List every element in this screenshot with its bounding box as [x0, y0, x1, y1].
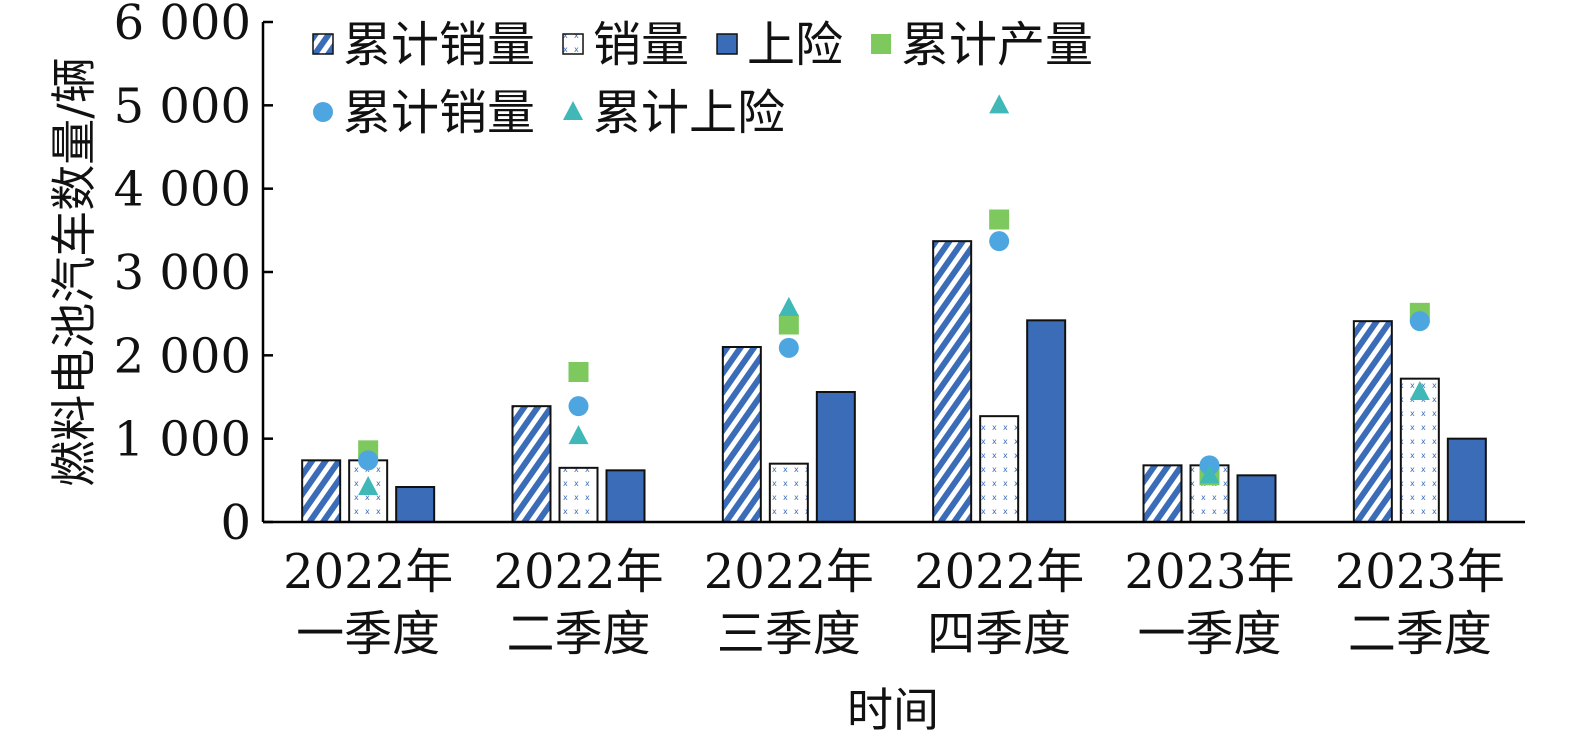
x-axis-ticks: 2022年一季度2022年二季度2022年三季度2022年四季度2023年一季度… [283, 544, 1505, 662]
x-axis-label: 时间 [847, 683, 939, 737]
x-tick-label: 二季度 [506, 606, 650, 662]
x-tick-label: 三季度 [717, 606, 861, 662]
bar-dotted-cross [768, 462, 809, 523]
legend-marker [871, 34, 892, 54]
bar-solid [395, 486, 436, 523]
y-axis-label: 燃料电池汽车数量/辆 [47, 57, 101, 487]
point-square [568, 362, 589, 382]
point-triangle [1199, 464, 1220, 484]
y-tick-label: 1 000 [114, 412, 251, 468]
y-tick-label: 4 000 [114, 162, 251, 218]
point-circle [778, 337, 799, 358]
point-circle [989, 231, 1010, 252]
x-tick-label: 2022年 [704, 544, 874, 600]
x-tick-label: 2022年 [914, 544, 1084, 600]
bar-diagonal-stripes [932, 240, 973, 524]
bar-solid [605, 469, 646, 524]
point-circle [358, 450, 379, 471]
x-tick-label: 2022年 [493, 544, 663, 600]
point-triangle [778, 296, 799, 316]
y-tick-label: 5 000 [114, 78, 251, 134]
point-square [778, 314, 799, 335]
y-tick-label: 2 000 [114, 328, 251, 384]
x-tick-label: 2023年 [1335, 544, 1505, 600]
bar-dotted-cross [979, 415, 1020, 523]
plot-area [301, 94, 1487, 524]
x-tick-label: 四季度 [927, 606, 1071, 662]
point-circle [568, 396, 589, 417]
bar-diagonal-stripes [301, 459, 342, 524]
y-tick-label: 3 000 [114, 245, 251, 301]
y-tick-label: 6 000 [114, 0, 251, 51]
x-tick-label: 2022年 [283, 544, 453, 600]
legend-label: 累计销量 [343, 17, 535, 73]
legend-label: 累计上险 [593, 85, 785, 141]
bar-solid [1446, 437, 1487, 523]
bar-diagonal-stripes [1142, 464, 1183, 524]
x-tick-label: 一季度 [296, 606, 440, 662]
x-tick-label: 2023年 [1124, 544, 1294, 600]
legend-label: 累计产量 [901, 17, 1093, 73]
bar-solid [815, 391, 856, 523]
legend-swatch [562, 33, 584, 55]
bar-diagonal-stripes [1352, 320, 1393, 523]
bar-solid [1236, 474, 1277, 524]
bar-dotted-cross [1399, 377, 1440, 523]
bar-dotted-cross [558, 466, 599, 524]
legend-swatch [312, 33, 334, 55]
y-tick-label: 0 [220, 495, 251, 551]
legend-swatch [716, 33, 738, 55]
point-triangle [568, 425, 589, 445]
point-triangle [989, 94, 1010, 114]
bar-diagonal-stripes [721, 346, 762, 523]
point-square [989, 209, 1010, 230]
legend-marker [563, 101, 584, 120]
legend-label: 累计销量 [343, 85, 535, 141]
legend-marker [313, 102, 333, 122]
bar-solid [1026, 319, 1067, 524]
legend-label: 销量 [593, 17, 689, 73]
point-circle [1409, 311, 1430, 332]
point-triangle [358, 476, 379, 495]
x-tick-label: 二季度 [1348, 606, 1492, 662]
x-tick-label: 一季度 [1137, 606, 1281, 662]
legend-label: 上险 [747, 17, 843, 73]
bar-diagonal-stripes [511, 405, 552, 523]
point-triangle [1409, 381, 1430, 400]
y-axis-ticks: 0 1 000 2 000 3 000 4 000 5 000 6 000 [114, 0, 273, 551]
